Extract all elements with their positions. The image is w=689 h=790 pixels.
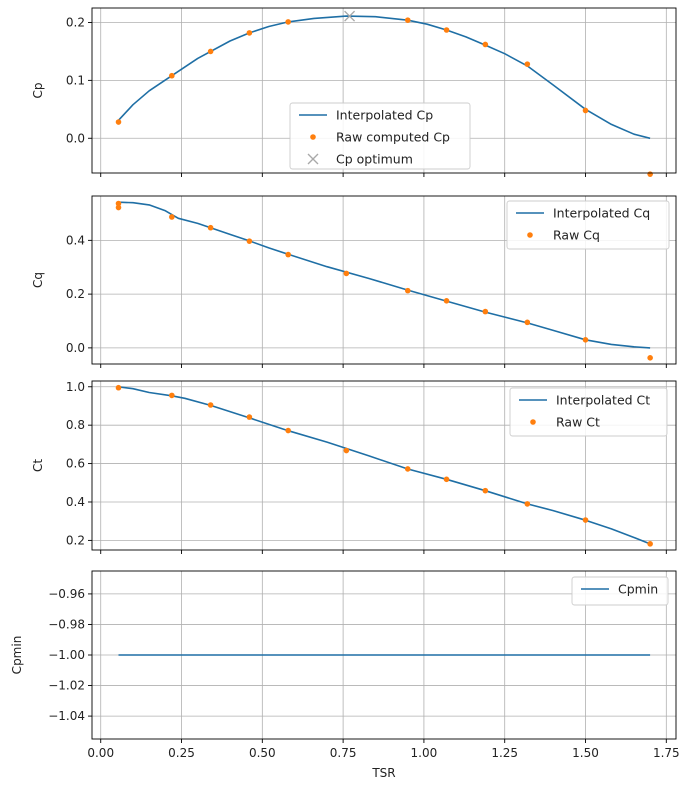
series-raw-cq-point <box>115 204 122 211</box>
y-tick-label: −0.98 <box>48 617 85 631</box>
legend: Interpolated Cq Raw Cq <box>506 200 670 250</box>
legend-label: Interpolated Cq <box>553 206 650 221</box>
axes-frame <box>91 7 677 174</box>
x-tick-label: 0.00 <box>87 746 114 760</box>
y-tick-label: −1.02 <box>48 679 85 693</box>
series-raw-computed-cp-point <box>404 17 411 23</box>
y-tick-label: 0.0 <box>66 341 85 355</box>
series-raw-computed-cp-point <box>207 48 214 55</box>
legend-entry-raw-cq: Raw Cq <box>527 228 600 243</box>
y-tick-label: −0.96 <box>48 587 85 601</box>
axes-frame <box>91 195 677 365</box>
series-raw-cq-point <box>524 319 531 326</box>
x-axis-label: TSR <box>371 766 395 780</box>
series-raw-ct-point <box>115 384 122 391</box>
legend-entry-raw-computed-cp: Raw computed Cp <box>310 130 450 145</box>
series-raw-computed-cp-point <box>443 27 450 33</box>
series-cp-optimum-marker <box>344 10 356 22</box>
y-tick-label: 0.2 <box>66 533 85 547</box>
y-tick-label: 0.6 <box>66 457 85 471</box>
series-raw-cq-point <box>115 200 122 207</box>
subplot-cp: 0.0 0.1 0.2 Cp Interpolated Cp Raw computed C… <box>31 7 677 177</box>
legend-entry-cpmin: Cpmin <box>581 582 658 597</box>
series-raw-computed-cp-point <box>246 30 253 36</box>
series-raw-ct-point <box>404 466 411 472</box>
x-tick-label: 0.25 <box>168 746 195 760</box>
series-raw-computed-cp-point <box>482 41 489 48</box>
y-axis-label: Cq <box>31 272 45 288</box>
legend-entry-interpolated-cp: Interpolated Cp <box>299 108 433 123</box>
legend-label: Raw Cq <box>553 228 600 243</box>
series-raw-cq-point <box>207 224 214 231</box>
x-tick-label: 0.75 <box>330 746 357 760</box>
series-raw-ct-point <box>482 487 489 494</box>
series-raw-ct-point <box>169 392 175 399</box>
series-raw-computed-cp-point <box>285 19 291 25</box>
y-tick-label: 0.2 <box>66 287 85 301</box>
y-axis-label: Ct <box>31 459 45 472</box>
series-raw-ct-point <box>647 541 653 547</box>
series-raw-computed-cp-point <box>524 61 531 67</box>
series-raw-cq-point <box>169 214 175 220</box>
series-raw-cq-point <box>285 251 291 258</box>
series-raw-ct-point <box>343 447 350 454</box>
series-raw-ct-point <box>582 517 589 523</box>
series-raw-cq-point <box>404 287 411 294</box>
y-tick-label: −1.04 <box>48 709 85 723</box>
y-tick-label: 1.0 <box>66 380 85 394</box>
series-interpolated-cp-line <box>117 15 651 140</box>
x-tick-label: 1.50 <box>572 746 599 760</box>
legend-label: Raw Ct <box>556 415 600 430</box>
series-raw-cq-point <box>647 355 653 361</box>
y-axis-label: Cp <box>31 83 45 99</box>
series-raw-cq-point <box>443 298 450 304</box>
series-raw-cq-point <box>343 270 350 277</box>
legend-entry-raw-ct: Raw Ct <box>530 415 600 430</box>
y-tick-label: 0.2 <box>66 15 85 29</box>
legend-label: Raw computed Cp <box>336 130 450 145</box>
legend: Interpolated Ct Raw Ct <box>509 387 668 437</box>
legend-entry-interpolated-cq: Interpolated Cq <box>516 206 650 221</box>
legend-label: Interpolated Cp <box>336 108 433 123</box>
series-raw-ct-point <box>285 427 291 434</box>
series-raw-cq-point <box>582 337 589 343</box>
y-tick-label: 0.1 <box>66 73 85 87</box>
series-raw-computed-cp-point <box>582 107 589 114</box>
subplot-cq: 0.0 0.2 0.4 Cq Interpolated Cq Raw Cq <box>31 195 677 368</box>
x-tick-label: 1.00 <box>411 746 438 760</box>
legend-label: Cp optimum <box>336 152 413 167</box>
legend: Cpmin <box>571 576 669 606</box>
y-axis-label: Cpmin <box>10 636 24 675</box>
legend-entry-interpolated-ct: Interpolated Ct <box>519 393 650 408</box>
y-tick-label: 0.0 <box>66 131 85 145</box>
series-raw-ct-point <box>207 402 214 408</box>
legend-label: Cpmin <box>618 582 658 597</box>
y-tick-label: −1.00 <box>48 648 85 662</box>
subplot-cpmin: −1.04 −1.02 −1.00 −0.98 −0.96 0.00 0.25 0.50 0.7… <box>10 570 680 780</box>
series-raw-cq-point <box>246 238 253 244</box>
legend-label: Interpolated Ct <box>556 393 650 408</box>
series-raw-ct-point <box>524 501 531 507</box>
subplot-ct: 0.2 0.4 0.6 0.8 1.0 Ct Interpolated Ct Raw Ct <box>31 380 677 554</box>
x-tick-label: 1.75 <box>653 746 680 760</box>
x-tick-label: 1.25 <box>491 746 518 760</box>
series-raw-ct-point <box>246 414 253 420</box>
legend: Interpolated Cp Raw computed Cp Cp optimum <box>289 102 471 170</box>
axes-frame <box>91 380 677 551</box>
x-tick-label: 0.50 <box>249 746 276 760</box>
series-raw-computed-cp-point <box>169 72 175 79</box>
series-raw-cq-point <box>482 308 489 315</box>
y-tick-label: 0.4 <box>66 495 85 509</box>
series-raw-computed-cp-point <box>647 171 653 177</box>
series-raw-ct-point <box>443 476 450 483</box>
y-tick-label: 0.4 <box>66 233 85 247</box>
series-raw-computed-cp-point <box>115 119 122 125</box>
y-tick-label: 0.8 <box>66 418 85 432</box>
legend-entry-cp-optimum: Cp optimum <box>307 152 413 167</box>
